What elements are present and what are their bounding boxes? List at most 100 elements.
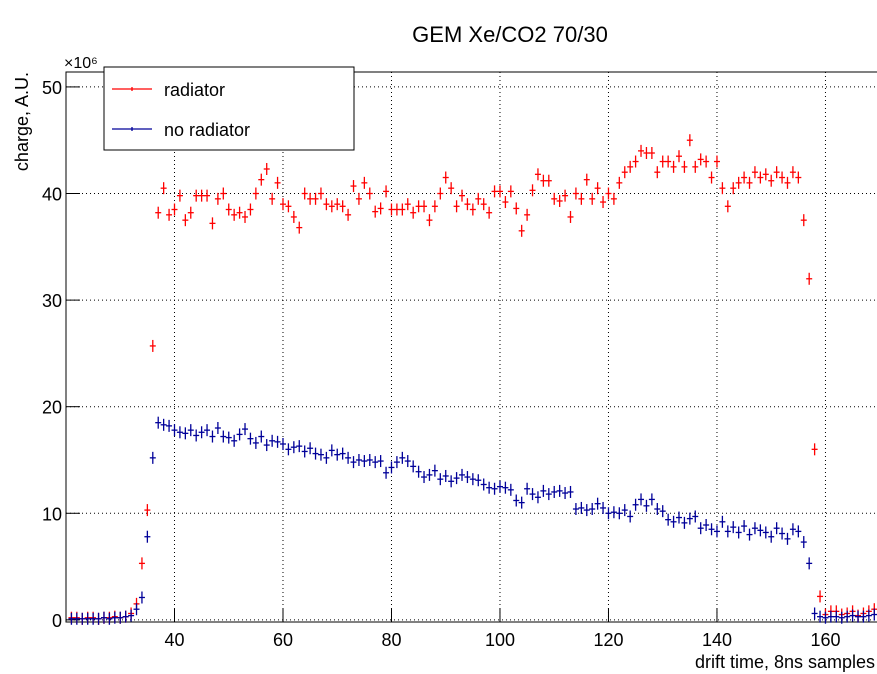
data-point (681, 160, 688, 173)
data-point (247, 203, 254, 216)
data-point (355, 192, 362, 205)
data-point (768, 530, 775, 543)
data-point (442, 171, 449, 184)
data-point (496, 480, 503, 493)
data-point (274, 176, 281, 189)
data-point (724, 525, 731, 538)
data-point (437, 473, 444, 486)
data-point (187, 206, 194, 219)
data-point (670, 515, 677, 528)
data-point (73, 612, 80, 625)
data-point (312, 192, 319, 205)
data-point (784, 532, 791, 545)
data-point (149, 339, 156, 352)
data-point (529, 488, 536, 501)
data-point (572, 503, 579, 516)
data-point (421, 471, 428, 484)
data-point (638, 144, 645, 157)
x-axis-label: drift time, 8ns samples (695, 652, 875, 672)
data-point (410, 206, 417, 219)
data-point (448, 182, 455, 195)
data-point (323, 198, 330, 211)
data-point (258, 173, 265, 186)
data-point (269, 434, 276, 447)
data-point (345, 208, 352, 221)
data-point (648, 147, 655, 160)
data-point (762, 168, 769, 181)
data-point (811, 607, 818, 620)
data-point (388, 461, 395, 474)
data-point (453, 472, 460, 485)
data-point (757, 171, 764, 184)
data-point (518, 496, 525, 509)
data-point (844, 610, 851, 623)
data-point (578, 192, 585, 205)
data-point (480, 478, 487, 491)
data-point (773, 166, 780, 179)
data-point (459, 468, 466, 481)
data-point (594, 497, 601, 510)
data-point (507, 185, 514, 198)
data-point (838, 611, 845, 624)
data-point (621, 166, 628, 179)
data-point (117, 611, 124, 624)
data-point (567, 210, 574, 223)
data-point (366, 187, 373, 200)
plot-frame (65, 71, 877, 623)
data-point (675, 150, 682, 163)
data-point (426, 468, 433, 481)
data-point (285, 200, 292, 213)
data-point (692, 160, 699, 173)
data-point (675, 511, 682, 524)
data-point (643, 147, 650, 160)
y-tick-label: 30 (42, 291, 62, 311)
data-point (751, 166, 758, 179)
data-point (524, 208, 531, 221)
data-point (540, 174, 547, 187)
data-point (545, 488, 552, 501)
data-point (100, 611, 107, 624)
data-point (133, 603, 140, 616)
data-point (616, 176, 623, 189)
data-point (193, 429, 200, 442)
data-point (469, 473, 476, 486)
data-point (540, 484, 547, 497)
data-point (621, 504, 628, 517)
data-point (518, 224, 525, 237)
data-point (697, 153, 704, 166)
data-point (285, 443, 292, 456)
data-point (562, 189, 569, 202)
data-point (252, 436, 259, 449)
data-point (166, 208, 173, 221)
data-point (269, 192, 276, 205)
data-point (182, 427, 189, 440)
data-point (719, 515, 726, 528)
data-point (833, 610, 840, 623)
data-point (800, 536, 807, 549)
data-point (464, 471, 471, 484)
data-point (448, 475, 455, 488)
data-point (84, 612, 91, 625)
data-point (464, 198, 471, 211)
data-point (383, 466, 390, 479)
data-point (372, 205, 379, 218)
data-point (654, 503, 661, 516)
data-point (399, 203, 406, 216)
data-point (616, 507, 623, 520)
data-point (665, 513, 672, 526)
data-point (746, 528, 753, 541)
x-tick-label: 120 (593, 630, 623, 650)
x-tick-label: 40 (164, 630, 184, 650)
data-point (534, 168, 541, 181)
data-point (166, 419, 173, 432)
data-point (545, 174, 552, 187)
data-point (589, 192, 596, 205)
data-point (800, 214, 807, 227)
data-point (600, 196, 607, 209)
data-point (334, 448, 341, 461)
data-point (817, 610, 824, 623)
data-point (670, 160, 677, 173)
data-point (437, 187, 444, 200)
data-point (524, 482, 531, 495)
x-tick-label: 60 (273, 630, 293, 650)
